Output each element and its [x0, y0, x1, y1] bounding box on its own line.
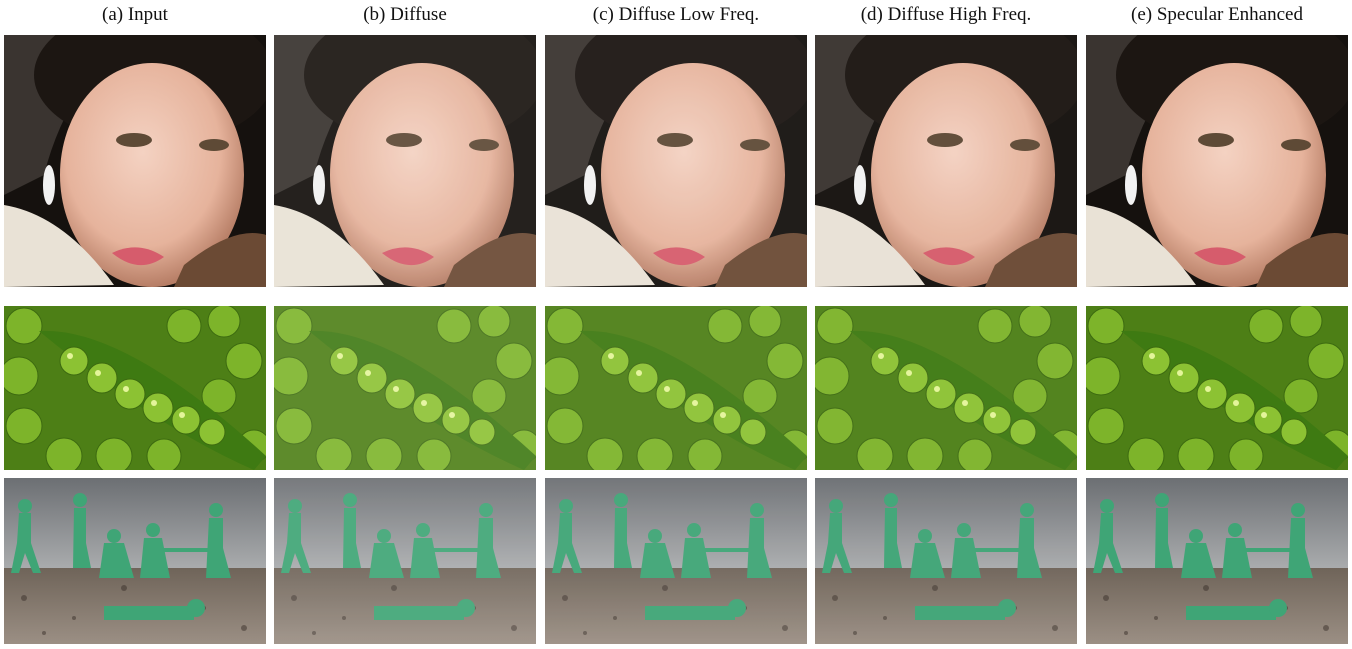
column-headers: (a) Input (b) Diffuse (c) Diffuse Low Fr… [102, 4, 1303, 25]
column-header: (a) Input [102, 4, 169, 25]
soldiers-image [274, 478, 536, 644]
image-grid [0, 5, 1352, 644]
column-header: (e) Specular Enhanced [1131, 4, 1303, 25]
peas-image [0, 305, 270, 474]
face-image [545, 5, 815, 287]
peas-image [811, 305, 1081, 474]
peas-image [270, 305, 540, 474]
face-image [815, 5, 1085, 287]
column-header: (b) Diffuse [363, 4, 447, 25]
face-image [1086, 5, 1352, 287]
peas-image [1082, 305, 1352, 474]
figure: (a) Input (b) Diffuse (c) Diffuse Low Fr… [0, 0, 1352, 644]
column-header: (c) Diffuse Low Freq. [593, 4, 759, 25]
face-image [274, 5, 544, 287]
page: (a) Input (b) Diffuse (c) Diffuse Low Fr… [0, 0, 1352, 644]
column-header: (d) Diffuse High Freq. [861, 4, 1032, 25]
soldiers-image [4, 478, 266, 644]
soldiers-image [1086, 478, 1348, 644]
face-image [4, 5, 274, 287]
soldiers-image [545, 478, 807, 644]
peas-image [541, 305, 811, 474]
soldiers-image [815, 478, 1077, 644]
